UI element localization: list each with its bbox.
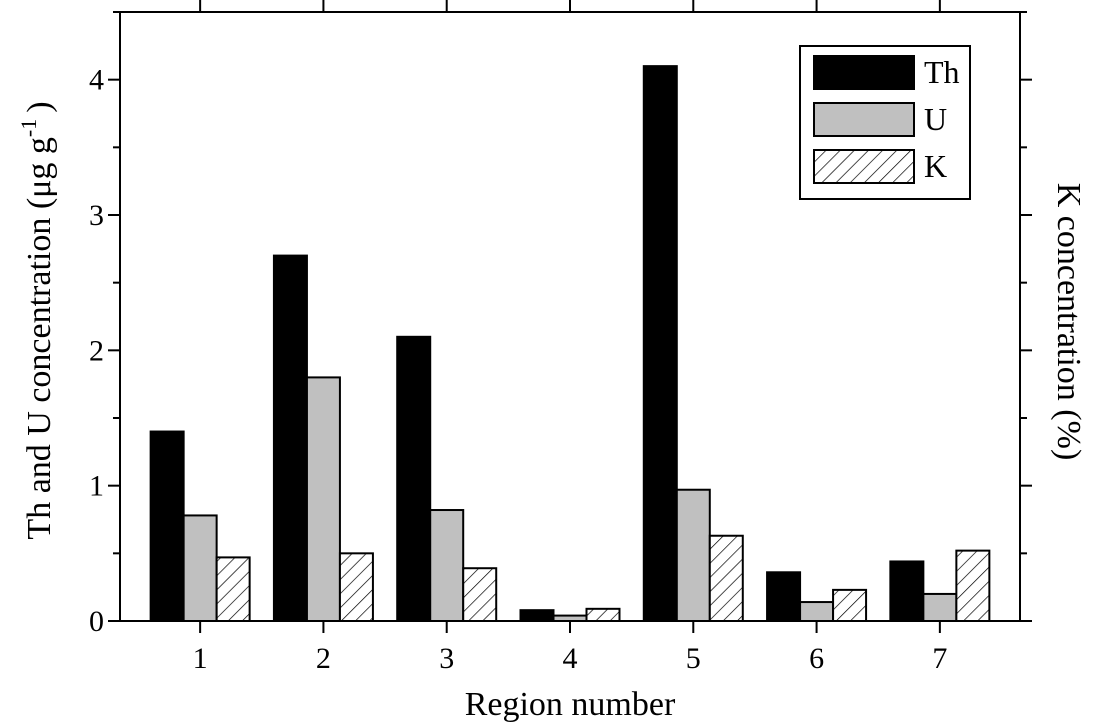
bar-K-4: [585, 607, 621, 623]
legend-entries: Th UK: [813, 54, 960, 184]
bar-K-7: [955, 549, 991, 622]
bar-U-2: [305, 376, 341, 622]
bar-U-1: [182, 514, 218, 622]
y-tick-label: 3: [89, 199, 104, 232]
y-axis-title: Th and U concentration (μg g-1): [16, 101, 58, 539]
bar-K-6: [832, 588, 868, 623]
legend-label-K: K: [924, 148, 947, 184]
x-tick-label: 6: [809, 642, 824, 675]
bars-layer: [149, 65, 991, 623]
bar-Th-7: [889, 560, 925, 622]
legend-swatch-K: [813, 149, 915, 184]
x-tick-label: 2: [316, 642, 331, 675]
bar-Th-1: [149, 430, 185, 622]
y-axis-title-main: Th and U concentration (μg g: [21, 137, 58, 540]
bar-Th-5: [642, 65, 678, 622]
x-tick-label: 7: [932, 642, 947, 675]
y-tick-label: 1: [89, 470, 104, 503]
y-axis-title-close: ): [21, 101, 58, 112]
y-tick-label: 0: [89, 605, 104, 638]
legend: Th UK: [799, 45, 971, 200]
y-tick-label: 2: [89, 334, 104, 367]
ticks-layer: [108, 0, 1032, 633]
bar-U-3: [429, 509, 465, 623]
x-tick-label: 5: [686, 642, 701, 675]
legend-label-Th: Th: [924, 54, 960, 90]
bar-K-5: [708, 534, 744, 622]
bar-Th-3: [396, 335, 432, 622]
bar-U-6: [799, 601, 835, 623]
bar-K-3: [462, 567, 498, 622]
y2-axis-title: K concentration (%): [1050, 183, 1087, 461]
legend-label-U: U: [924, 101, 947, 137]
x-axis-title: Region number: [465, 686, 676, 723]
x-tick-label: 1: [193, 642, 208, 675]
bar-Th-4: [519, 609, 555, 623]
x-tick-label: 4: [563, 642, 578, 675]
bar-K-1: [215, 556, 251, 622]
x-tick-label: 3: [439, 642, 454, 675]
bar-U-7: [922, 592, 958, 623]
bar-K-2: [338, 552, 374, 622]
y-tick-label: 4: [89, 64, 104, 97]
bar-Th-6: [766, 571, 802, 623]
tick-labels-layer: 0 1 2 3 4 1 2 3 4 5 6 7: [89, 64, 947, 675]
bar-Th-2: [272, 254, 308, 622]
legend-swatch-U: [813, 102, 915, 137]
legend-swatch-Th: [813, 55, 915, 90]
y-axis-title-superscript: -1: [16, 119, 41, 137]
bar-U-5: [675, 488, 711, 622]
